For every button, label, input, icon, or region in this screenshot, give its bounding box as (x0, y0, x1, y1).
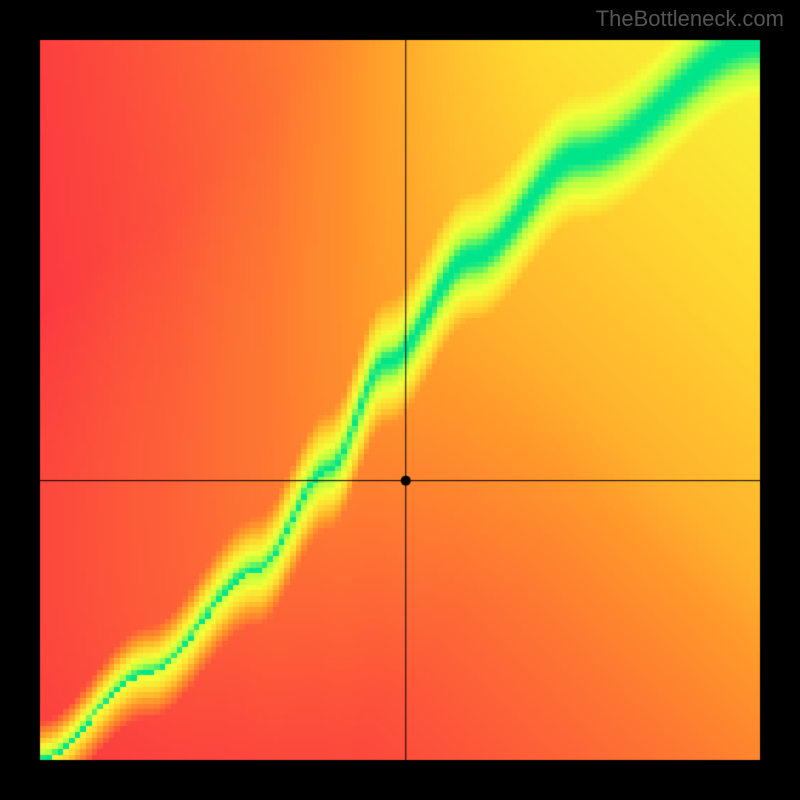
watermark-text: TheBottleneck.com (596, 6, 784, 32)
chart-container: TheBottleneck.com (0, 0, 800, 800)
bottleneck-heatmap (0, 0, 800, 800)
